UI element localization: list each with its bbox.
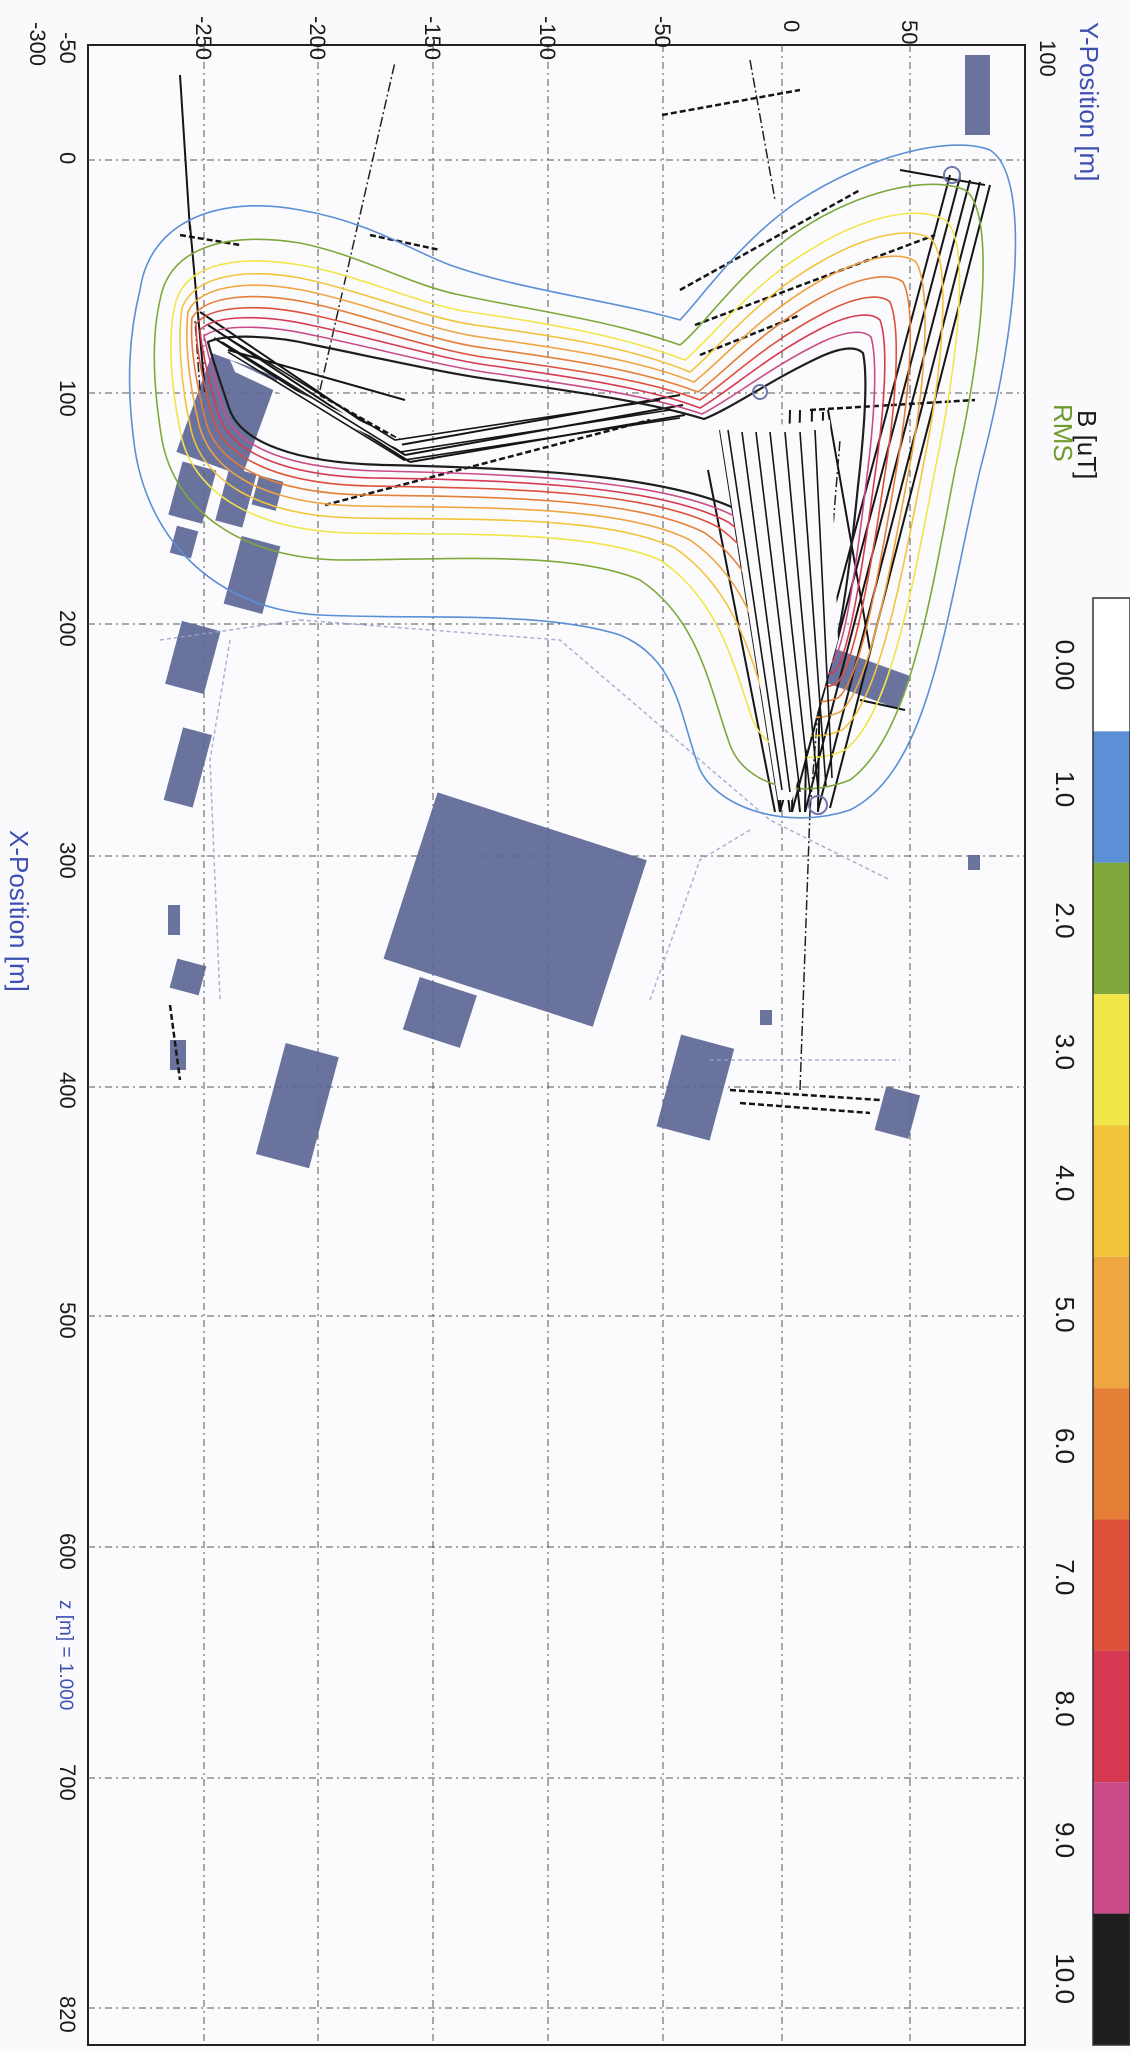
tower-1: [943, 166, 961, 184]
y-tick-label: -50: [650, 16, 675, 48]
legend-label: 7.0: [1050, 1559, 1080, 1595]
contour-2: [153, 183, 984, 790]
x-tick-label: 400: [55, 1072, 80, 1109]
quantity-mode: RMS: [1048, 404, 1078, 462]
building-annex: [402, 977, 477, 1048]
building-main: [383, 792, 647, 1027]
building-l: [169, 958, 207, 996]
y-tick-label: 100: [1035, 40, 1060, 77]
grid: [88, 45, 1025, 2045]
building-m: [170, 1040, 186, 1070]
x-axis-title: X-Position [m]: [4, 830, 34, 992]
x-tick-label: 700: [55, 1764, 80, 1801]
conductor-left-1: [199, 311, 398, 446]
legend-label: 5.0: [1050, 1297, 1080, 1333]
legend-swatch: [1093, 994, 1130, 1126]
x-tick-label: 820: [55, 1996, 80, 2033]
legend-label: 9.0: [1050, 1822, 1080, 1858]
contour-3: [170, 212, 961, 759]
x-tick-label: -50: [55, 32, 80, 64]
quantity-label: B [uT]: [1072, 410, 1102, 479]
contour-8: [199, 314, 886, 675]
contour-10: [206, 335, 867, 656]
legend-swatch: [1093, 1256, 1130, 1389]
x-tick-label: 100: [55, 380, 80, 417]
contours: [128, 144, 1017, 819]
corridor-lines: [214, 329, 833, 793]
legend-swatch: [1093, 1519, 1130, 1651]
x-tick-label: 0: [55, 152, 80, 164]
building-b: [656, 1034, 735, 1141]
legend-label: 1.0: [1050, 771, 1080, 807]
legend-label: 10.0: [1050, 1953, 1080, 2004]
legend-swatch: [1093, 1650, 1130, 1783]
conductor-right-4: [817, 181, 981, 811]
y-tick-label: -200: [305, 16, 330, 60]
legend-swatch: [1093, 1388, 1130, 1520]
contour-5: [186, 255, 926, 718]
y-tick-label: -300: [25, 22, 50, 66]
building-o: [965, 55, 990, 135]
buildings: [163, 55, 990, 1169]
legend-frame: [1092, 597, 1130, 2046]
contour-9: [203, 326, 876, 664]
x-tick-label: 600: [55, 1533, 80, 1570]
tower-markers: [752, 166, 961, 815]
legend-label: 6.0: [1050, 1428, 1080, 1464]
legend-label: 8.0: [1050, 1691, 1080, 1727]
conductor-right-5: [829, 184, 991, 809]
building-n: [168, 905, 180, 935]
y-tick-label: -250: [191, 16, 216, 60]
conductor-left-4: [227, 349, 406, 401]
y-tick-label: -150: [420, 16, 445, 60]
legend-swatches: [1092, 597, 1130, 2046]
contour-4: [179, 232, 944, 737]
x-tick-label: 300: [55, 842, 80, 879]
building-d: [176, 353, 279, 476]
building-a: [255, 1042, 339, 1169]
y-tick-label: 50: [897, 20, 922, 44]
conductor-left-9: [179, 74, 191, 231]
contour-1: [128, 144, 1017, 819]
building-q: [760, 1010, 772, 1025]
y-tick-label: 0: [779, 20, 804, 32]
contour-7: [195, 296, 898, 688]
y-axis-ticks: -300 -250 -200 -150 -100 -50 0 50 100: [25, 16, 1060, 77]
legend-swatch: [1093, 600, 1130, 732]
building-c: [874, 1086, 921, 1139]
legend-swatch: [1093, 1782, 1130, 1914]
legend-labels: 0.00 1.0 2.0 3.0 4.0 5.0 6.0 7.0 8.0 9.0 10.0: [1050, 640, 1080, 2004]
conductor-right-14: [899, 169, 986, 186]
building-e: [168, 461, 217, 524]
building-g: [251, 475, 284, 511]
x-tick-label: 500: [55, 1302, 80, 1339]
x-tick-label: 200: [55, 610, 80, 647]
legend-swatch: [1093, 1125, 1130, 1257]
x-axis-ticks: -50 0 100 200 300 400 500 600 700 820: [55, 32, 80, 2033]
legend-label: 3.0: [1050, 1034, 1080, 1070]
height-note: z [m] = 1.000: [55, 1600, 76, 1710]
legend-swatch: [1093, 731, 1130, 863]
building-i: [169, 525, 199, 559]
y-tick-label: -100: [535, 16, 560, 60]
y-axis-title: Y-Position [m]: [1074, 22, 1104, 181]
legend-label: 0.00: [1050, 640, 1080, 691]
tower-2: [808, 795, 828, 815]
building-j: [165, 620, 221, 695]
legend-label: 2.0: [1050, 902, 1080, 938]
legend-swatch: [1093, 862, 1130, 995]
tower-3: [752, 384, 768, 400]
building-p: [968, 855, 980, 870]
conductor-right-15: [827, 409, 871, 651]
contour-6: [190, 276, 912, 703]
building-k: [163, 727, 213, 808]
road-outlines: [159, 619, 900, 1061]
legend-swatch: [1093, 1913, 1130, 2045]
legend-label: 4.0: [1050, 1165, 1080, 1201]
